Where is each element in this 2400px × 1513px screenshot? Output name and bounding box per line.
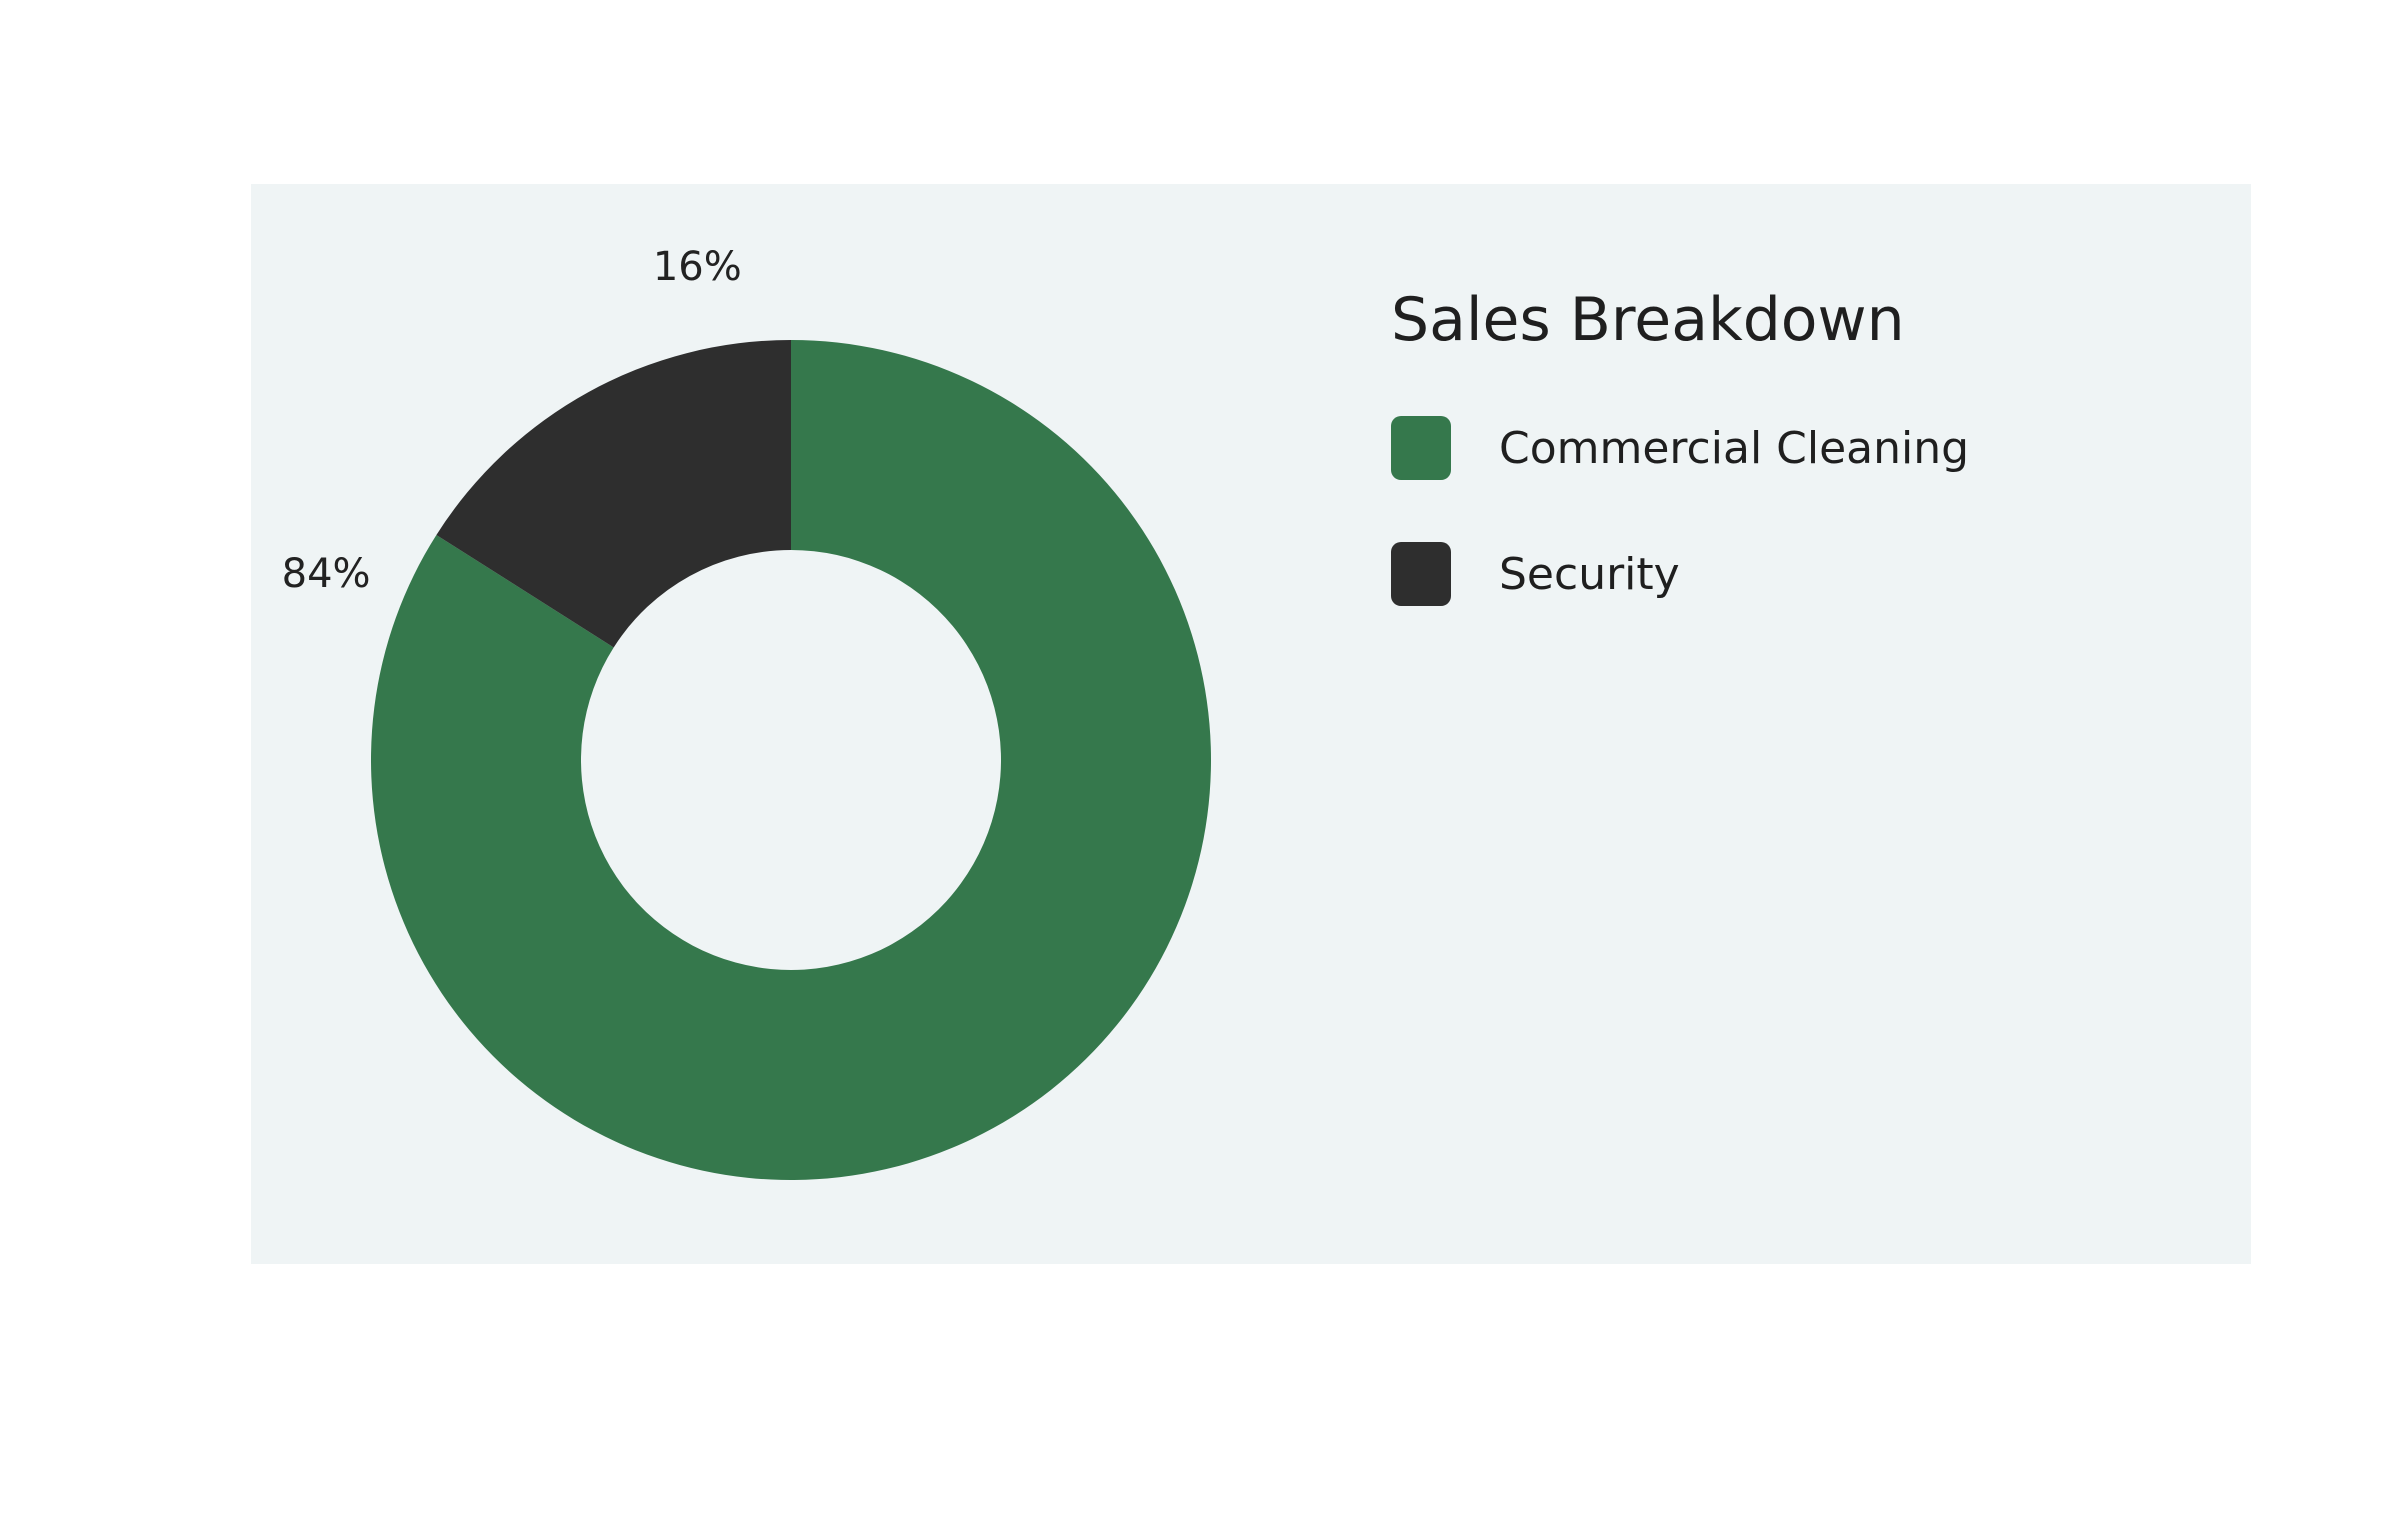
donut-slices [370,340,1211,1180]
legend-item-commercial-cleaning: Commercial Cleaning [1391,416,1969,480]
legend-item-security: Security [1391,542,1969,606]
chart-title: Sales Breakdown [1391,285,1905,355]
legend-label-commercial-cleaning: Commercial Cleaning [1499,422,1970,474]
donut-slice-commercial-cleaning [370,340,1211,1180]
legend-label-security: Security [1499,548,1680,600]
chart-panel: 84% 16% Sales Breakdown Commercial Cleani… [251,184,2251,1264]
legend-swatch-commercial-cleaning [1391,416,1451,480]
value-label-security: 16% [653,244,742,290]
legend: Sales Breakdown Commercial Cleaning Secu… [1391,284,1969,668]
legend-swatch-security [1391,542,1451,606]
donut-chart: 84% 16% [282,244,1211,1180]
donut-value-labels: 84% 16% [282,244,742,597]
donut-slice-security [436,340,791,648]
value-label-commercial-cleaning: 84% [282,551,371,597]
